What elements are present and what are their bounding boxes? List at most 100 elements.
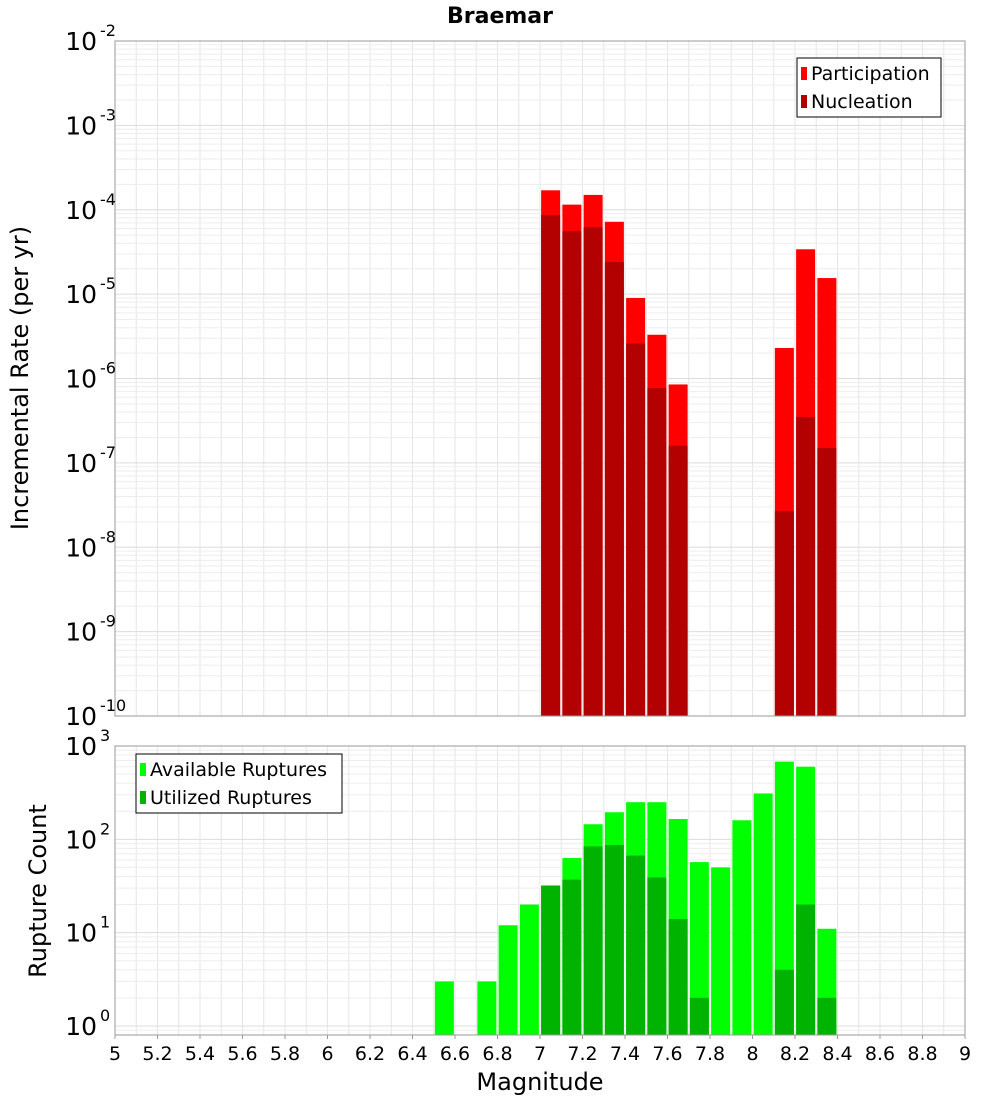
x-tick-label: 6 [321, 1043, 333, 1065]
legend-swatch [140, 791, 146, 804]
bottom-y-axis-label: Rupture Count [24, 804, 52, 978]
nucleation-bar [647, 388, 667, 716]
y-tick-label: 10 [65, 111, 97, 140]
utilized-ruptures-bar [689, 997, 709, 1035]
x-tick-label: 5.2 [142, 1043, 172, 1065]
available-ruptures-bar [434, 981, 454, 1035]
legend-label: Nucleation [811, 91, 913, 113]
top-bars [541, 190, 837, 717]
x-tick-label: 7.2 [567, 1043, 597, 1065]
y-tick-exponent: 0 [100, 1006, 110, 1025]
x-tick-label: 5 [109, 1043, 121, 1065]
y-tick-label: 10 [65, 732, 97, 761]
y-tick-label: 10 [65, 365, 97, 394]
x-tick-label: 8 [746, 1043, 758, 1065]
x-tick-label: 9 [959, 1043, 971, 1065]
top-y-axis-label: Incremental Rate (per yr) [6, 226, 34, 530]
available-ruptures-bar [774, 761, 794, 1035]
utilized-ruptures-bar [796, 904, 816, 1035]
x-tick-label: 7.6 [652, 1043, 682, 1065]
available-ruptures-bar [519, 904, 539, 1035]
x-tick-label: 5.4 [185, 1043, 215, 1065]
x-tick-label: 8.4 [822, 1043, 852, 1065]
nucleation-bar [796, 416, 816, 716]
y-tick-exponent: -3 [100, 105, 116, 124]
x-tick-label: 8.8 [907, 1043, 937, 1065]
nucleation-bar [817, 448, 837, 716]
x-tick-label: 7.8 [695, 1043, 725, 1065]
nucleation-bar [541, 214, 561, 716]
y-tick-label: 10 [65, 825, 97, 854]
y-tick-label: 10 [65, 27, 97, 56]
available-ruptures-bar [498, 925, 518, 1035]
y-tick-exponent: -8 [100, 527, 116, 546]
x-tick-label: 6.6 [440, 1043, 470, 1065]
utilized-ruptures-bar [583, 846, 603, 1035]
available-ruptures-bar [753, 793, 773, 1035]
x-tick-label: 6.2 [355, 1043, 385, 1065]
y-tick-exponent: -7 [100, 443, 116, 462]
x-tick-label: 8.2 [780, 1043, 810, 1065]
x-tick-label: 6.4 [397, 1043, 427, 1065]
y-tick-label: 10 [65, 533, 97, 562]
available-ruptures-bar [711, 867, 731, 1035]
y-tick-exponent: 1 [100, 913, 110, 932]
chart-title: Braemar [447, 4, 553, 29]
available-ruptures-bar [732, 820, 752, 1035]
legend-box [135, 753, 343, 814]
utilized-ruptures-bar [541, 885, 561, 1035]
nucleation-bar [774, 510, 794, 716]
top-legend: Participation Nucleation [796, 57, 942, 118]
available-ruptures-bar [689, 862, 709, 1035]
y-tick-exponent: 3 [100, 726, 110, 745]
utilized-ruptures-bar [626, 855, 646, 1035]
y-tick-exponent: -2 [100, 21, 116, 40]
y-tick-exponent: -9 [100, 612, 116, 631]
x-tick-label: 7 [534, 1043, 546, 1065]
y-tick-exponent: -10 [100, 696, 126, 715]
utilized-ruptures-bar [774, 969, 794, 1035]
nucleation-bar [583, 227, 603, 716]
legend-box [796, 57, 942, 118]
utilized-ruptures-bar [668, 919, 688, 1035]
available-ruptures-bar [477, 981, 497, 1035]
legend-label: Utilized Ruptures [150, 787, 312, 809]
top-plot-frame [114, 40, 966, 717]
y-tick-exponent: -6 [100, 359, 116, 378]
legend-label: Available Ruptures [150, 759, 327, 781]
y-tick-label: 10 [65, 1012, 97, 1041]
y-tick-exponent: -4 [100, 190, 116, 209]
legend-swatch [801, 67, 807, 80]
y-tick-label: 10 [65, 618, 97, 647]
utilized-ruptures-bar [647, 877, 667, 1035]
y-tick-label: 10 [65, 702, 97, 731]
nucleation-bar [562, 230, 582, 716]
nucleation-bar [626, 343, 646, 716]
nucleation-bar [668, 445, 688, 716]
x-tick-label: 6.8 [482, 1043, 512, 1065]
y-tick-label: 10 [65, 280, 97, 309]
x-tick-label: 7.4 [610, 1043, 640, 1065]
bottom-bars [434, 761, 837, 1035]
y-tick-exponent: 2 [100, 819, 110, 838]
bottom-legend: Available Ruptures Utilized Ruptures [135, 753, 343, 814]
nucleation-bar [604, 262, 624, 716]
legend-swatch [801, 95, 807, 108]
x-tick-label: 8.6 [865, 1043, 895, 1065]
y-tick-label: 10 [65, 919, 97, 948]
legend-swatch [140, 763, 146, 776]
utilized-ruptures-bar [817, 997, 837, 1035]
y-tick-label: 10 [65, 449, 97, 478]
legend-label: Participation [811, 63, 930, 85]
x-tick-label: 5.8 [270, 1043, 300, 1065]
x-ticks: 5 5.2 5.4 5.6 5.8 6 6.2 6.4 6.6 6.8 7 7.2 7.4 7.6 7.8 8… [109, 1035, 971, 1065]
utilized-ruptures-bar [562, 879, 582, 1035]
top-grid [114, 41, 966, 717]
x-tick-label: 5.6 [227, 1043, 257, 1065]
x-axis-label: Magnitude [476, 1068, 603, 1096]
y-tick-label: 10 [65, 196, 97, 225]
